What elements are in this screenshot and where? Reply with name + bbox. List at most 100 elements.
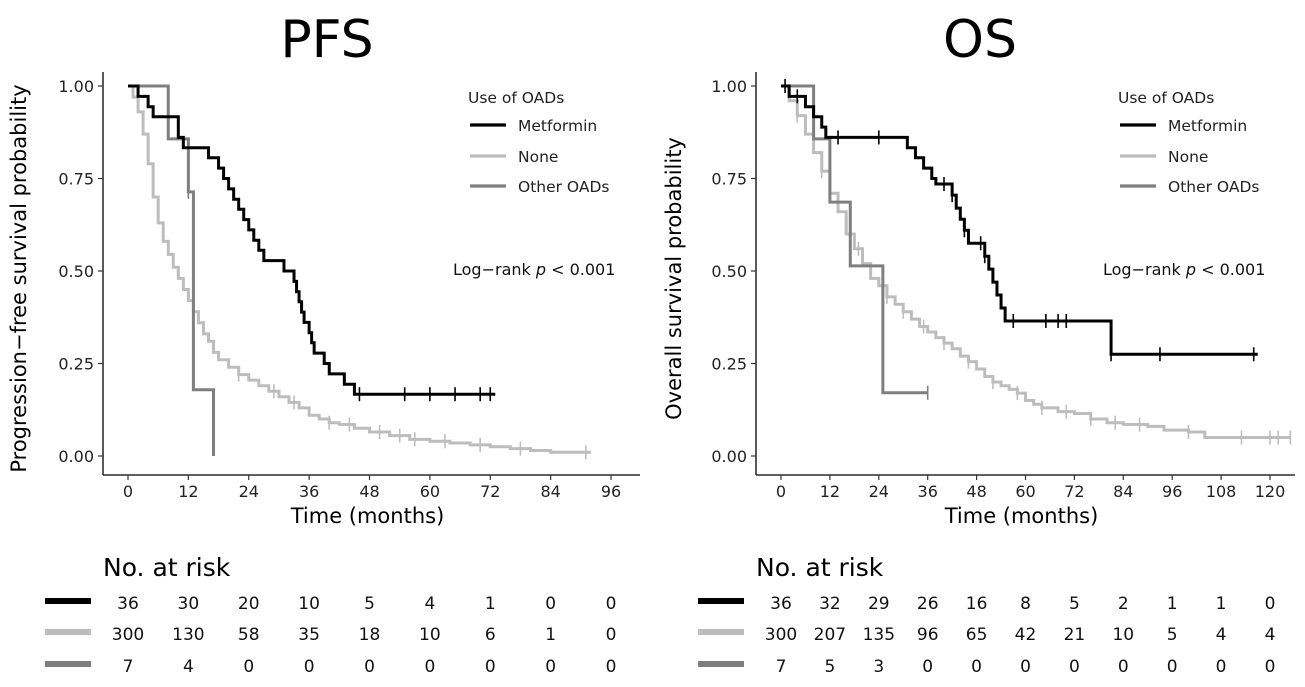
legend: Use of OADs Metformin None Other OADs (1118, 89, 1259, 196)
x-tick-label: 48 (966, 482, 986, 501)
series-line-other-oads (128, 84, 216, 456)
risk-count-other-oads: 0 (606, 657, 617, 677)
x-tick-label: 72 (480, 482, 500, 501)
legend-label-metformin: Metformin (518, 117, 597, 135)
series-line-metformin (128, 84, 496, 396)
risk-count-metformin: 1 (1216, 594, 1227, 614)
x-tick-label: 48 (359, 482, 379, 501)
x-tick-label: 84 (1113, 482, 1133, 501)
risk-count-other-oads: 0 (1118, 657, 1129, 677)
risk-count-other-oads: 7 (123, 657, 134, 677)
y-tick-label: 0.50 (711, 262, 747, 281)
risk-count-metformin: 16 (966, 594, 988, 614)
x-tick-label: 84 (540, 482, 560, 501)
risk-count-metformin: 5 (364, 594, 375, 614)
y-tick-label: 0.00 (58, 447, 94, 466)
risk-count-none: 6 (485, 625, 496, 645)
y-axis-label: Progression−free survival probability (7, 84, 31, 472)
risk-count-other-oads: 5 (824, 657, 835, 677)
risk-count-metformin: 32 (819, 594, 841, 614)
x-tick-label: 96 (601, 482, 621, 501)
series-line-none (128, 84, 591, 454)
risk-count-none: 4 (1216, 625, 1227, 645)
risk-count-metformin: 0 (606, 594, 617, 614)
x-tick-label: 120 (1255, 482, 1286, 501)
risk-count-other-oads: 0 (304, 657, 315, 677)
risk-count-metformin: 0 (1265, 594, 1276, 614)
chart-title: PFS (280, 10, 373, 70)
logrank-annotation: Log−rank p < 0.001 (453, 260, 615, 279)
risk-count-other-oads: 0 (1020, 657, 1031, 677)
x-tick-label: 24 (239, 482, 259, 501)
y-tick-label: 0.75 (711, 170, 747, 189)
y-tick-label: 0.75 (58, 170, 94, 189)
x-tick-label: 12 (820, 482, 840, 501)
x-tick-label: 0 (776, 482, 786, 501)
risk-count-none: 58 (238, 625, 260, 645)
risk-count-metformin: 20 (238, 594, 260, 614)
risk-count-other-oads: 0 (1265, 657, 1276, 677)
risk-count-none: 5 (1167, 625, 1178, 645)
legend: Use of OADs Metformin None Other OADs (468, 89, 609, 196)
risk-count-other-oads: 0 (922, 657, 933, 677)
x-tick-label: 36 (918, 482, 938, 501)
risk-count-other-oads: 0 (424, 657, 435, 677)
risk-count-none: 4 (1265, 625, 1276, 645)
risk-count-metformin: 10 (298, 594, 320, 614)
x-tick-label: 60 (420, 482, 440, 501)
risk-count-other-oads: 7 (776, 657, 787, 677)
risk-count-metformin: 36 (117, 594, 139, 614)
risk-count-none: 10 (419, 625, 441, 645)
risk-table-title: No. at risk (103, 553, 231, 582)
risk-count-metformin: 30 (178, 594, 200, 614)
x-tick-label: 96 (1162, 482, 1182, 501)
risk-count-none: 300 (765, 625, 797, 645)
x-axis-label: Time (months) (944, 504, 1099, 528)
x-tick-label: 108 (1206, 482, 1237, 501)
x-tick-label: 36 (299, 482, 319, 501)
legend-label-none: None (518, 148, 558, 166)
risk-count-metformin: 2 (1118, 594, 1129, 614)
risk-count-metformin: 36 (770, 594, 792, 614)
chart-title: OS (943, 10, 1017, 70)
risk-count-none: 18 (359, 625, 381, 645)
risk-count-none: 96 (917, 625, 939, 645)
risk-count-none: 300 (112, 625, 144, 645)
y-tick-label: 0.25 (58, 355, 94, 374)
chart-panel-os: OS0 12 24 36 48 60 72 84 96 108 1200.000.250.500.7… (662, 10, 1295, 677)
y-tick-label: 0.00 (711, 447, 747, 466)
legend-label-metformin: Metformin (1168, 117, 1247, 135)
risk-count-none: 1 (545, 625, 556, 645)
risk-count-other-oads: 3 (873, 657, 884, 677)
series-group (128, 84, 591, 460)
risk-count-other-oads: 0 (243, 657, 254, 677)
risk-count-metformin: 5 (1069, 594, 1080, 614)
risk-count-other-oads: 0 (1069, 657, 1080, 677)
logrank-annotation: Log−rank p < 0.001 (1103, 260, 1265, 279)
risk-count-none: 135 (863, 625, 895, 645)
x-tick-label: 12 (178, 482, 198, 501)
risk-count-none: 21 (1064, 625, 1086, 645)
risk-count-other-oads: 0 (1216, 657, 1227, 677)
y-tick-label: 0.50 (58, 262, 94, 281)
series-group (781, 79, 1292, 445)
risk-count-none: 10 (1112, 625, 1134, 645)
risk-count-other-oads: 0 (545, 657, 556, 677)
x-tick-label: 24 (869, 482, 889, 501)
y-tick-label: 1.00 (58, 77, 94, 96)
y-tick-label: 0.25 (711, 355, 747, 374)
series-line-metformin (781, 84, 1258, 356)
legend-title: Use of OADs (1118, 89, 1214, 107)
legend-title: Use of OADs (468, 89, 564, 107)
risk-count-other-oads: 4 (183, 657, 194, 677)
legend-label-other-oads: Other OADs (1168, 178, 1259, 196)
risk-count-metformin: 29 (868, 594, 890, 614)
risk-count-none: 207 (814, 625, 846, 645)
risk-count-metformin: 8 (1020, 594, 1031, 614)
risk-count-none: 130 (172, 625, 204, 645)
legend-label-none: None (1168, 148, 1208, 166)
x-axis-label: Time (months) (290, 504, 445, 528)
